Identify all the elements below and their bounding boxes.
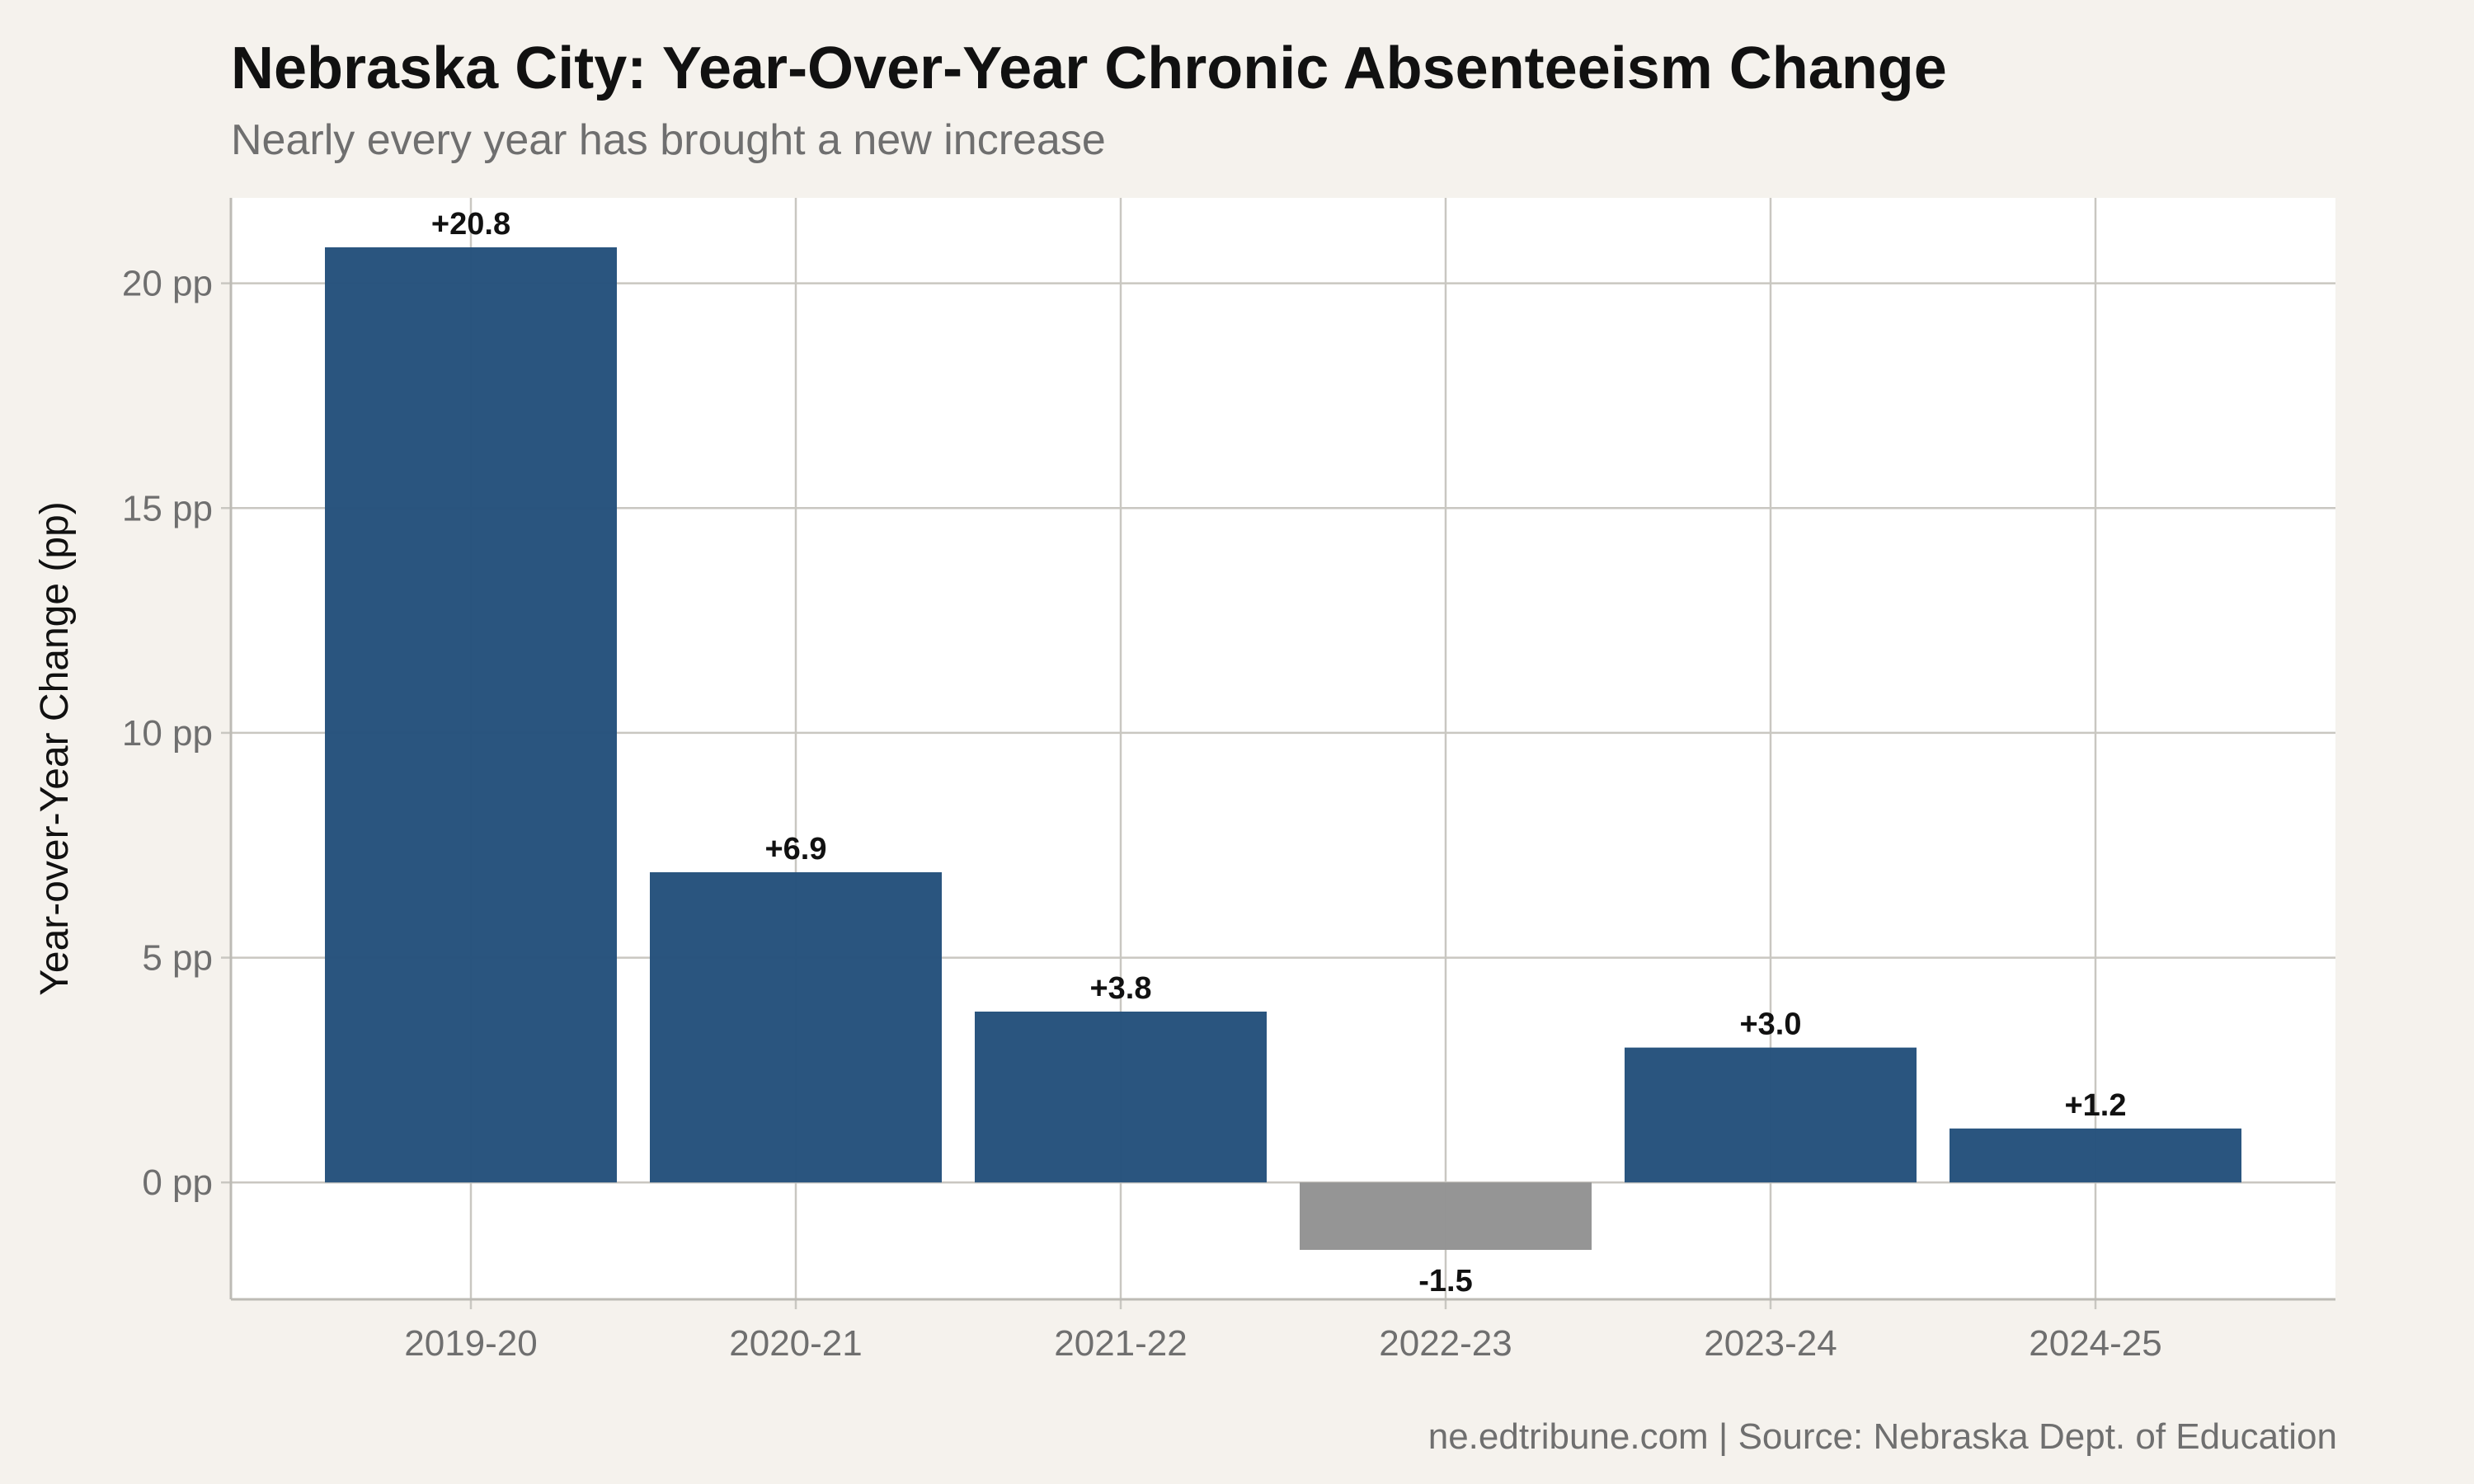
x-tick-label: 2024-25 — [2029, 1323, 2161, 1364]
y-axis-title: Year-over-Year Change (pp) — [33, 501, 77, 995]
y-tick-label: 5 pp — [142, 938, 213, 979]
data-label-2019-20: +20.8 — [431, 207, 510, 242]
bar-2022-23 — [1300, 1182, 1592, 1251]
data-label-2023-24: +3.0 — [1739, 1007, 1801, 1042]
x-tick-label: 2022-23 — [1379, 1323, 1512, 1364]
chart-subtitle: Nearly every year has brought a new incr… — [231, 116, 1106, 164]
data-label-2024-25: +1.2 — [2064, 1088, 2126, 1123]
bars — [325, 247, 2241, 1251]
bar-2023-24 — [1625, 1047, 1917, 1183]
bar-2020-21 — [650, 871, 942, 1183]
bar-2021-22 — [975, 1012, 1267, 1183]
data-label-2022-23: -1.5 — [1418, 1264, 1472, 1298]
axes: 0 pp 5 pp 10 pp 15 pp 20 pp 2019-20 2020-21 202… — [122, 198, 2335, 1364]
y-tick-label: 15 pp — [122, 488, 213, 528]
y-tick-label: 10 pp — [122, 713, 213, 754]
data-label-2020-21: +6.9 — [764, 832, 826, 866]
data-labels: +20.8 +6.9 +3.8 -1.5 +3.0 +1.2 — [431, 207, 2127, 1298]
y-tick-label: 20 pp — [122, 264, 213, 304]
chart-title: Nebraska City: Year-Over-Year Chronic Ab… — [231, 35, 1947, 101]
chart-caption: ne.edtribune.com | Source: Nebraska Dept… — [1427, 1416, 2337, 1457]
x-tick-label: 2019-20 — [404, 1323, 537, 1364]
bar-2024-25 — [1950, 1128, 2241, 1183]
x-tick-label: 2023-24 — [1704, 1323, 1837, 1364]
y-tick-label: 0 pp — [142, 1162, 213, 1203]
x-tick-label: 2021-22 — [1054, 1323, 1187, 1364]
x-tick-label: 2020-21 — [729, 1323, 862, 1364]
data-label-2021-22: +3.8 — [1089, 971, 1151, 1006]
bar-2019-20 — [325, 247, 617, 1183]
